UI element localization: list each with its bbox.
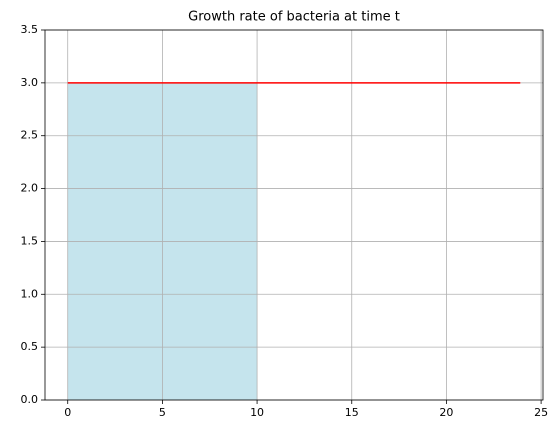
x-tick-label: 25: [534, 406, 548, 419]
x-tick-label: 10: [250, 406, 264, 419]
y-tick-label: 3.0: [21, 76, 39, 89]
x-tick-label: 0: [64, 406, 71, 419]
y-tick-label: 1.5: [21, 234, 39, 247]
x-tick-label: 5: [159, 406, 166, 419]
y-tick-label: 2.0: [21, 182, 39, 195]
x-tick-label: 20: [439, 406, 453, 419]
y-tick-label: 0.0: [21, 393, 39, 406]
y-tick-label: 0.5: [21, 340, 39, 353]
x-tick-label: 15: [345, 406, 359, 419]
y-tick-label: 3.5: [21, 23, 39, 36]
plot-frame: [44, 29, 544, 401]
y-tick-label: 2.5: [21, 129, 39, 142]
y-tick-label: 1.0: [21, 287, 39, 300]
chart-title: Growth rate of bacteria at time t: [188, 10, 400, 25]
